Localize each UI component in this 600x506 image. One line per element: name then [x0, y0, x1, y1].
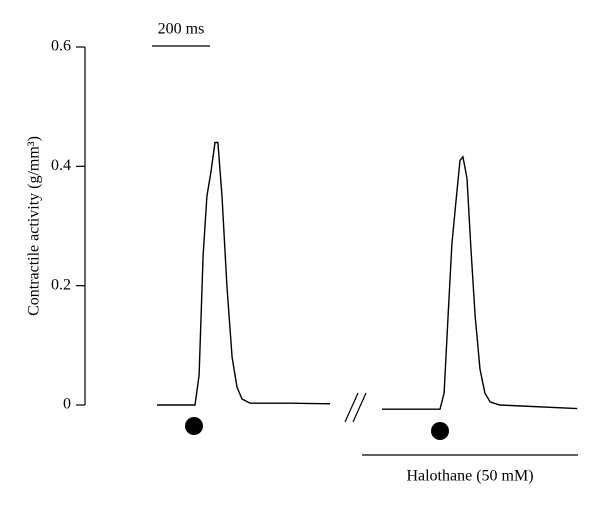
y-tick-label: 0.2	[51, 276, 71, 293]
y-axis-label: Contractile activity (g/mm³)	[26, 136, 43, 316]
axis-break	[344, 392, 359, 423]
scale-bar-label: 200 ms	[158, 21, 205, 38]
trace	[157, 141, 331, 406]
y-tick-label: 0.4	[51, 157, 71, 174]
axis-break	[352, 392, 367, 423]
trace	[382, 155, 578, 410]
stimulus-dot	[431, 422, 449, 440]
y-tick-label: 0.6	[51, 38, 71, 55]
stimulus-dot	[185, 417, 203, 435]
y-tick-label: 0	[63, 396, 71, 413]
annotation: Halothane (50 mM)	[406, 468, 533, 485]
